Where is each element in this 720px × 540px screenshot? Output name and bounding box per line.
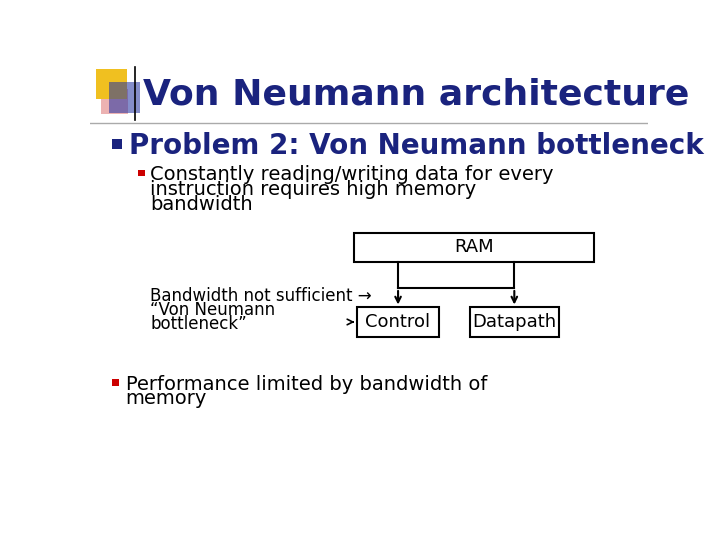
Text: “Von Neumann: “Von Neumann (150, 301, 276, 319)
Text: RAM: RAM (454, 238, 493, 256)
Text: instruction requires high memory: instruction requires high memory (150, 180, 477, 199)
Bar (469, 307, 559, 336)
Text: Datapath: Datapath (472, 313, 557, 331)
Text: Problem 2: Von Neumann bottleneck: Problem 2: Von Neumann bottleneck (129, 132, 703, 160)
Text: memory: memory (126, 389, 207, 408)
Text: Bandwidth not sufficient →: Bandwidth not sufficient → (150, 287, 372, 305)
Text: bandwidth: bandwidth (150, 195, 253, 214)
Bar (112, 139, 122, 148)
Text: Von Neumann architecture: Von Neumann architecture (143, 77, 689, 111)
Text: Performance limited by bandwidth of: Performance limited by bandwidth of (126, 375, 487, 394)
Bar (112, 379, 119, 386)
Text: Constantly reading/writing data for every: Constantly reading/writing data for ever… (150, 165, 554, 185)
Text: bottleneck”: bottleneck” (150, 314, 247, 333)
Bar (357, 307, 438, 336)
Text: Control: Control (366, 313, 431, 331)
Bar (101, 90, 128, 114)
Bar (138, 170, 145, 177)
Bar (109, 82, 140, 112)
Bar (96, 69, 127, 99)
Bar (354, 233, 594, 262)
